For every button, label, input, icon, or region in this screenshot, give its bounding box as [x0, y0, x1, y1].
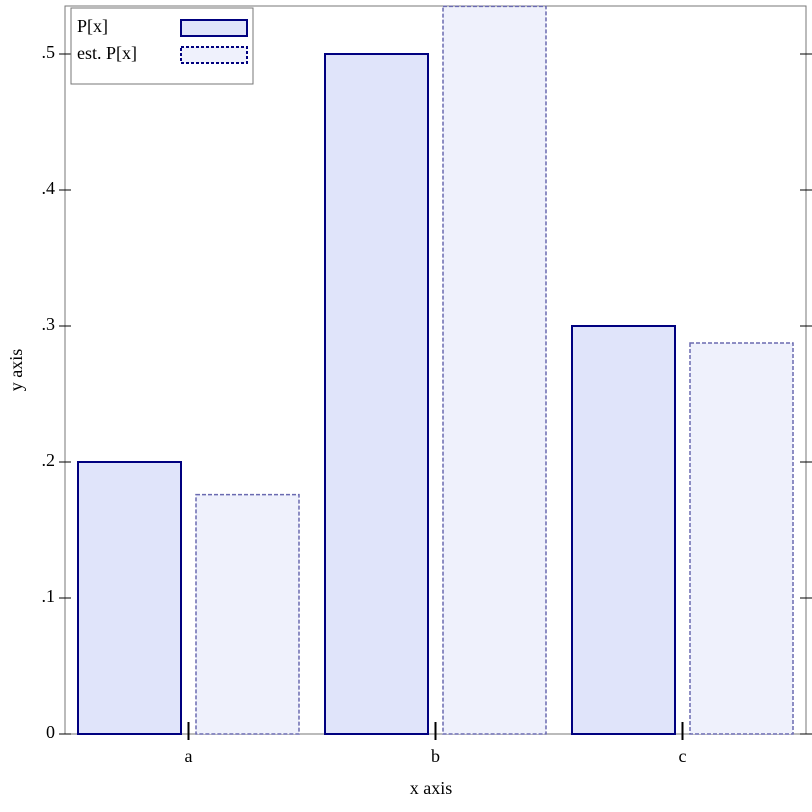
x-tick-label: c	[679, 746, 687, 766]
bar	[77, 461, 182, 735]
legend-label: est. P[x]	[77, 43, 137, 63]
bar	[442, 5, 547, 735]
bar	[571, 325, 676, 735]
y-tick-label: .3	[42, 314, 56, 334]
x-tick-label: b	[431, 746, 440, 766]
y-tick-label: .4	[42, 178, 56, 198]
bar	[195, 493, 300, 735]
y-tick-label: .1	[42, 586, 56, 606]
y-axis-label: y axis	[6, 349, 26, 392]
x-axis-label: x axis	[410, 778, 453, 798]
x-tick-label: a	[185, 746, 193, 766]
legend-label: P[x]	[77, 16, 108, 36]
bar	[324, 53, 429, 736]
y-tick-label: .2	[42, 450, 56, 470]
y-tick-label: 0	[46, 722, 55, 742]
legend-swatch	[180, 19, 248, 37]
bar	[689, 342, 794, 735]
y-tick-label: .5	[42, 42, 56, 62]
legend-swatch	[180, 46, 248, 64]
